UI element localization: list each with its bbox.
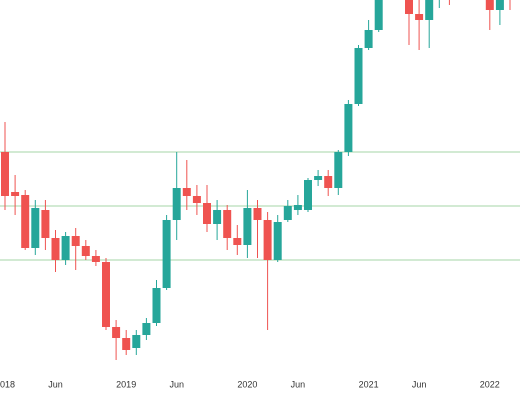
candle-body: [314, 176, 323, 180]
x-tick-label: Jun: [412, 379, 427, 389]
candle-body: [11, 192, 20, 196]
x-tick-label: Jun: [291, 379, 306, 389]
candle-body: [51, 238, 60, 260]
candle-body: [152, 288, 161, 323]
candle-body: [41, 210, 50, 238]
candle-body: [283, 206, 292, 220]
candle-body: [203, 203, 211, 224]
candle-body: [132, 335, 141, 348]
candle-body: [122, 338, 131, 350]
candle-body: [71, 236, 80, 246]
candle-body: [495, 0, 504, 10]
candle-body: [182, 188, 191, 196]
candle-body: [304, 180, 312, 210]
x-axis: 2018 Jun 2019 Jun 2020 Jun 2021 Jun 2022: [0, 379, 500, 389]
x-tick-label: 2019: [116, 379, 136, 389]
x-tick-label: Jun: [48, 379, 63, 389]
candle-body: [31, 208, 40, 248]
candle-body: [61, 236, 70, 260]
candle-body: [354, 48, 363, 104]
candle-body: [405, 0, 413, 14]
x-tick-label: Jun: [169, 379, 184, 389]
x-tick-label: 2020: [237, 379, 257, 389]
candle-body: [112, 327, 121, 338]
candle-body: [91, 256, 100, 262]
candle-body: [374, 0, 383, 30]
candle-body: [81, 246, 90, 256]
candle-body: [102, 262, 110, 327]
candle-body: [233, 238, 242, 245]
plot-area: [0, 0, 520, 360]
candle-body: [172, 188, 181, 220]
candle-body: [273, 222, 282, 260]
x-tick-label: 2022: [480, 379, 500, 389]
candle-body: [1, 152, 9, 196]
candle-body: [192, 196, 201, 203]
candle-body: [334, 152, 343, 188]
candle-body: [293, 205, 302, 210]
candle-body: [324, 176, 333, 188]
candle-body: [21, 195, 30, 248]
candle-body: [263, 220, 272, 260]
candle-body: [223, 210, 232, 238]
candle-body: [142, 323, 151, 335]
candle-body: [344, 104, 353, 152]
candle-body: [425, 0, 434, 20]
candle-body: [243, 208, 252, 245]
candle-body: [213, 210, 222, 224]
x-tick-label: 2021: [359, 379, 379, 389]
x-tick-label: 2018: [0, 379, 15, 389]
candle-body: [485, 0, 494, 10]
candle-body: [415, 14, 424, 20]
candle-body: [162, 220, 171, 288]
candle-body: [253, 208, 262, 220]
candle-body: [364, 30, 373, 48]
